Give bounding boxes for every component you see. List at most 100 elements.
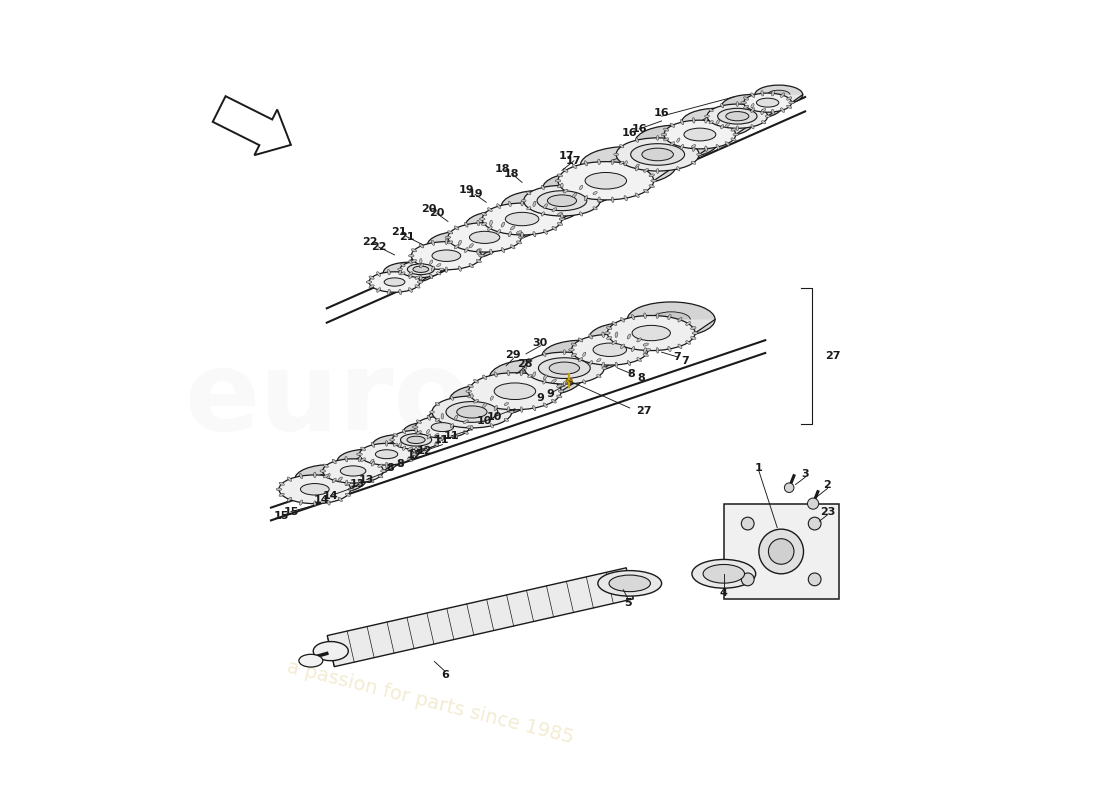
Ellipse shape: [436, 418, 440, 422]
Ellipse shape: [593, 343, 627, 357]
Ellipse shape: [521, 199, 526, 202]
Ellipse shape: [636, 166, 638, 171]
Ellipse shape: [552, 226, 557, 230]
Ellipse shape: [644, 169, 649, 172]
Ellipse shape: [338, 477, 342, 482]
Ellipse shape: [279, 493, 284, 496]
Polygon shape: [411, 246, 497, 256]
Ellipse shape: [527, 206, 531, 210]
Ellipse shape: [716, 145, 719, 150]
Ellipse shape: [430, 260, 432, 264]
Ellipse shape: [404, 422, 451, 442]
Text: 2: 2: [824, 480, 832, 490]
Ellipse shape: [736, 126, 738, 130]
Ellipse shape: [393, 443, 397, 446]
Ellipse shape: [605, 332, 610, 334]
Ellipse shape: [520, 406, 522, 412]
FancyBboxPatch shape: [724, 504, 838, 599]
Ellipse shape: [371, 461, 375, 466]
Ellipse shape: [781, 108, 784, 113]
Ellipse shape: [469, 373, 561, 410]
Ellipse shape: [676, 138, 680, 142]
Circle shape: [808, 573, 821, 586]
Ellipse shape: [646, 349, 651, 351]
Ellipse shape: [314, 472, 316, 478]
Ellipse shape: [419, 244, 424, 248]
Ellipse shape: [596, 374, 601, 378]
Circle shape: [741, 517, 755, 530]
Ellipse shape: [781, 93, 784, 98]
Ellipse shape: [398, 268, 403, 270]
Text: 3: 3: [801, 469, 808, 479]
Ellipse shape: [678, 344, 682, 349]
Ellipse shape: [502, 247, 505, 253]
Ellipse shape: [491, 424, 494, 428]
Ellipse shape: [717, 108, 757, 124]
Text: 19: 19: [468, 190, 483, 199]
Ellipse shape: [563, 169, 568, 172]
Polygon shape: [707, 106, 782, 116]
Polygon shape: [279, 479, 366, 490]
Ellipse shape: [450, 424, 453, 428]
Ellipse shape: [520, 200, 524, 206]
Ellipse shape: [585, 173, 627, 189]
Ellipse shape: [417, 430, 421, 434]
Ellipse shape: [446, 267, 448, 273]
Ellipse shape: [497, 204, 500, 209]
Ellipse shape: [515, 370, 557, 386]
Ellipse shape: [469, 244, 473, 248]
Ellipse shape: [593, 206, 597, 210]
Ellipse shape: [399, 290, 402, 294]
Ellipse shape: [685, 341, 691, 344]
Ellipse shape: [502, 190, 581, 222]
Polygon shape: [392, 432, 451, 440]
Ellipse shape: [593, 191, 597, 194]
Text: 8: 8: [396, 458, 404, 469]
Ellipse shape: [649, 174, 654, 177]
Text: euro: euro: [184, 346, 470, 454]
Ellipse shape: [468, 395, 473, 398]
Ellipse shape: [705, 115, 710, 118]
Ellipse shape: [490, 359, 582, 396]
Ellipse shape: [279, 475, 351, 504]
Ellipse shape: [403, 446, 406, 450]
Ellipse shape: [427, 231, 497, 259]
Polygon shape: [448, 226, 539, 238]
Ellipse shape: [651, 179, 657, 182]
Ellipse shape: [480, 218, 485, 220]
Ellipse shape: [569, 349, 574, 351]
Ellipse shape: [420, 258, 422, 263]
Ellipse shape: [644, 354, 648, 357]
Ellipse shape: [661, 134, 667, 136]
Ellipse shape: [437, 272, 441, 275]
Text: 13: 13: [350, 478, 365, 489]
Ellipse shape: [750, 93, 755, 98]
Ellipse shape: [276, 488, 282, 490]
Ellipse shape: [411, 249, 417, 252]
Text: 23: 23: [820, 506, 835, 517]
Ellipse shape: [624, 195, 627, 201]
Ellipse shape: [615, 332, 618, 338]
Ellipse shape: [332, 478, 337, 482]
Circle shape: [769, 538, 794, 564]
Ellipse shape: [692, 559, 756, 588]
Ellipse shape: [416, 416, 470, 438]
Ellipse shape: [557, 385, 562, 387]
Ellipse shape: [542, 380, 546, 384]
Ellipse shape: [612, 322, 617, 326]
Ellipse shape: [649, 185, 654, 188]
Ellipse shape: [537, 190, 586, 210]
Ellipse shape: [725, 142, 729, 146]
Ellipse shape: [361, 447, 365, 450]
Ellipse shape: [403, 430, 406, 434]
Ellipse shape: [441, 435, 443, 441]
Ellipse shape: [393, 434, 397, 437]
Ellipse shape: [468, 385, 473, 387]
Ellipse shape: [376, 288, 381, 292]
Ellipse shape: [450, 396, 453, 400]
Ellipse shape: [448, 231, 453, 234]
Polygon shape: [327, 568, 634, 666]
Ellipse shape: [702, 116, 734, 129]
Ellipse shape: [588, 361, 593, 366]
Ellipse shape: [381, 470, 386, 472]
